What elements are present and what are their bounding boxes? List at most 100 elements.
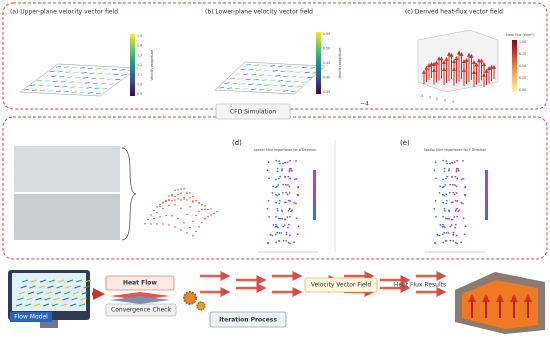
vector [87, 67, 94, 69]
point [289, 177, 292, 180]
vector [54, 85, 60, 87]
point [286, 193, 289, 196]
point [456, 177, 459, 180]
vector [46, 85, 52, 87]
vector [250, 88, 257, 90]
vector [264, 69, 270, 72]
point [275, 178, 277, 181]
vector [280, 70, 286, 72]
vector [245, 64, 252, 66]
point [288, 167, 291, 170]
vector [47, 90, 54, 92]
mesh-node [153, 209, 155, 212]
mesh-node [198, 210, 200, 213]
point [281, 217, 283, 220]
point [290, 210, 292, 213]
point [454, 223, 457, 226]
mesh-node [198, 226, 200, 228]
vector [277, 80, 283, 82]
point [278, 231, 281, 234]
vector [70, 86, 76, 88]
vector [272, 84, 278, 87]
screen-arrow [47, 285, 54, 289]
label-bar [10, 312, 52, 322]
vector [264, 84, 270, 86]
mesh-node [210, 208, 212, 210]
vector [49, 70, 55, 72]
point [455, 169, 458, 172]
screen-arrow [60, 303, 68, 307]
mesh-node [180, 199, 182, 201]
point [442, 215, 444, 218]
screen-arrow [27, 291, 35, 295]
furnace-arrows [468, 294, 532, 318]
point [448, 210, 451, 213]
point [276, 209, 279, 212]
vector [243, 73, 249, 75]
vector [79, 67, 86, 69]
vector [267, 74, 273, 77]
screen-arrow [33, 303, 41, 307]
point [279, 162, 281, 165]
vector [274, 89, 281, 92]
point [289, 215, 291, 218]
colorbar [130, 34, 135, 96]
vector [296, 71, 302, 73]
vector [226, 87, 233, 89]
mesh-node [201, 221, 203, 224]
screen-arrow [53, 297, 60, 301]
point [285, 233, 288, 236]
point [443, 170, 446, 173]
point [293, 241, 295, 244]
iteration-box [209, 311, 287, 328]
vector [105, 73, 111, 75]
point [288, 169, 291, 172]
point [297, 185, 300, 188]
point [276, 167, 279, 170]
gear [196, 301, 206, 311]
point [278, 199, 281, 202]
screen-arrow [36, 291, 44, 295]
point [442, 241, 445, 244]
vector [232, 82, 238, 85]
vector [38, 84, 44, 87]
point [444, 183, 447, 186]
point [442, 159, 445, 162]
point [456, 200, 459, 202]
panel-title: (b) Lower-plane velocity vector field [205, 9, 313, 16]
plane [19, 63, 139, 97]
screen-arrow [57, 279, 65, 283]
vector [99, 78, 105, 80]
point [284, 176, 287, 178]
vector [97, 73, 103, 75]
vector [307, 76, 313, 79]
point [449, 225, 452, 228]
point [277, 240, 280, 242]
point [443, 231, 446, 234]
vector [86, 87, 92, 89]
velocity-label: Velocity Vector Field [311, 282, 372, 289]
point [293, 201, 296, 204]
vector [304, 71, 310, 74]
mesh-node [198, 201, 200, 204]
axis-tick: 4 [452, 100, 454, 104]
point [458, 209, 460, 212]
screen-arrow [54, 291, 62, 295]
point [281, 191, 284, 194]
vector [92, 82, 98, 84]
mesh-node [195, 214, 197, 217]
vector [89, 72, 95, 74]
screen-arrows [15, 279, 92, 307]
colorbar-label: Velocity magnitude [150, 50, 154, 81]
colorbar-tick: 1.5 [137, 34, 142, 38]
vector [59, 76, 65, 78]
mesh-node [174, 199, 176, 201]
vector [76, 81, 82, 84]
mesh-node [207, 215, 209, 218]
point [442, 186, 444, 189]
colorbar-tick: 1.2 [137, 63, 142, 67]
mesh-node [168, 224, 170, 226]
point [275, 186, 277, 189]
vector [288, 85, 294, 87]
vector [52, 80, 58, 82]
